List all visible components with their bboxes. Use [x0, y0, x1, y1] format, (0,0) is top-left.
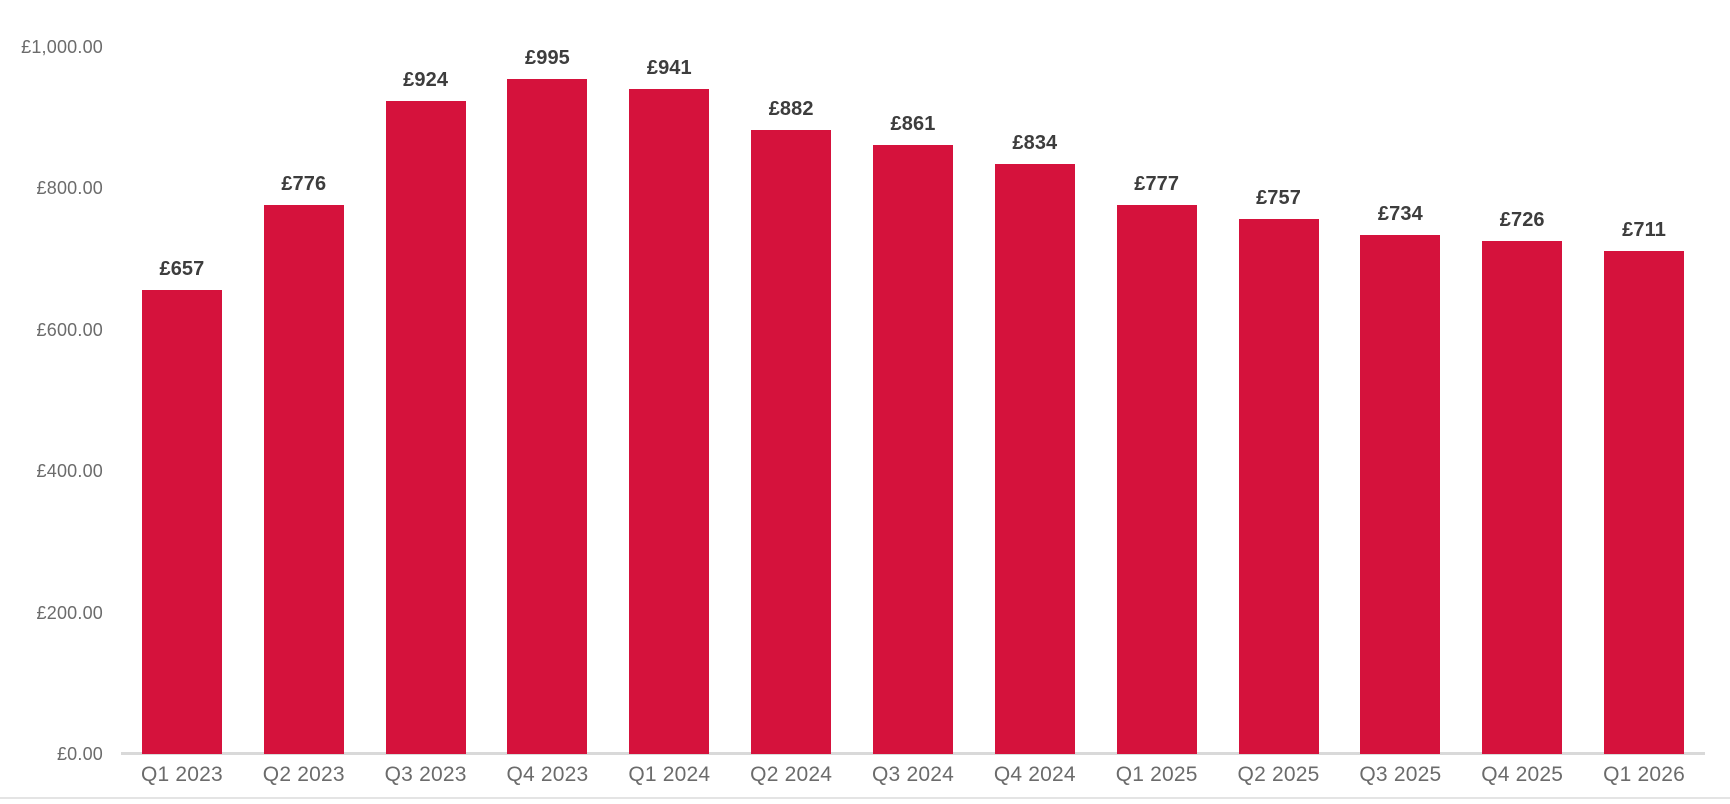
- y-tick-label: £0.00: [56, 744, 103, 764]
- x-tick-label: Q2 2024: [750, 763, 833, 786]
- y-tick-label: £400.00: [36, 461, 103, 482]
- x-tick-label: Q1 2026: [1603, 763, 1686, 786]
- bar-column: £657: [121, 47, 243, 754]
- bar: [1482, 240, 1563, 754]
- bar: [751, 130, 832, 754]
- bar-value-label: £777: [1134, 172, 1180, 195]
- bar-column: £776: [243, 47, 365, 754]
- y-tick-label: £200.00: [36, 602, 103, 623]
- bar-value-label: £711: [1622, 219, 1666, 242]
- x-tick-label: Q4 2025: [1481, 763, 1564, 786]
- bar: [1360, 235, 1441, 754]
- y-axis: £0.00 £200.00 £400.00 £600.00 £800.00 £1,000.…: [0, 0, 103, 804]
- bar-column: £711: [1583, 47, 1705, 754]
- y-tick-label: £600.00: [36, 319, 103, 340]
- x-tick-label: Q1 2024: [628, 763, 711, 786]
- bar-value-label: £924: [403, 68, 449, 91]
- chart-bottom-border: [0, 797, 1730, 799]
- bar-column: £941: [608, 47, 730, 754]
- x-tick-label: Q2 2025: [1237, 763, 1320, 786]
- x-tick-label: Q3 2025: [1359, 763, 1442, 786]
- x-tick-label: Q3 2024: [872, 763, 954, 786]
- y-tick-label: £1,000.00: [21, 37, 103, 57]
- bar: [872, 145, 953, 754]
- bar-column: £924: [365, 47, 487, 754]
- bar: [994, 164, 1075, 754]
- bar-column: £995: [487, 47, 609, 754]
- bar: [141, 289, 222, 754]
- bar-value-label: £757: [1256, 186, 1301, 209]
- x-tick-label: Q1 2023: [140, 763, 223, 786]
- bar-column: £734: [1339, 47, 1461, 754]
- x-axis: Q1 2023 Q2 2023 Q3 2023 Q4 2023 Q1 2024 Q2 20…: [121, 762, 1705, 788]
- bar-column: £882: [730, 47, 852, 754]
- x-tick-label: Q1 2025: [1115, 763, 1198, 786]
- bar-value-label: £882: [768, 98, 814, 121]
- bar: [385, 100, 466, 754]
- bar-value-label: £834: [1012, 132, 1058, 155]
- bar-value-label: £726: [1499, 208, 1545, 231]
- bar-column: £757: [1218, 47, 1340, 754]
- bar: [507, 79, 588, 754]
- x-tick-label: Q2 2023: [262, 763, 345, 786]
- bar: [1604, 251, 1685, 754]
- bar: [1116, 204, 1197, 754]
- bar: [263, 205, 344, 754]
- bar-value-label: £941: [646, 56, 692, 79]
- y-tick-label: £800.00: [36, 178, 103, 199]
- x-tick-label: Q3 2023: [384, 763, 467, 786]
- bar-value-label: £861: [890, 113, 936, 136]
- bar-value-label: £995: [525, 47, 570, 69]
- bar-value-label: £776: [281, 173, 327, 196]
- bar-value-label: £734: [1377, 203, 1423, 226]
- x-tick-label: Q4 2024: [993, 763, 1076, 786]
- bar-column: £834: [974, 47, 1096, 754]
- bar: [1238, 218, 1319, 754]
- bar: [629, 88, 710, 754]
- bar-column: £861: [852, 47, 974, 754]
- bar-column: £726: [1461, 47, 1583, 754]
- plot-area: £657 £776 £924 £995 £941 £882 £861 £834 £777 £757…: [121, 47, 1705, 754]
- bar-value-label: £657: [159, 257, 205, 280]
- bar-column: £777: [1096, 47, 1218, 754]
- x-tick-label: Q4 2023: [506, 763, 589, 786]
